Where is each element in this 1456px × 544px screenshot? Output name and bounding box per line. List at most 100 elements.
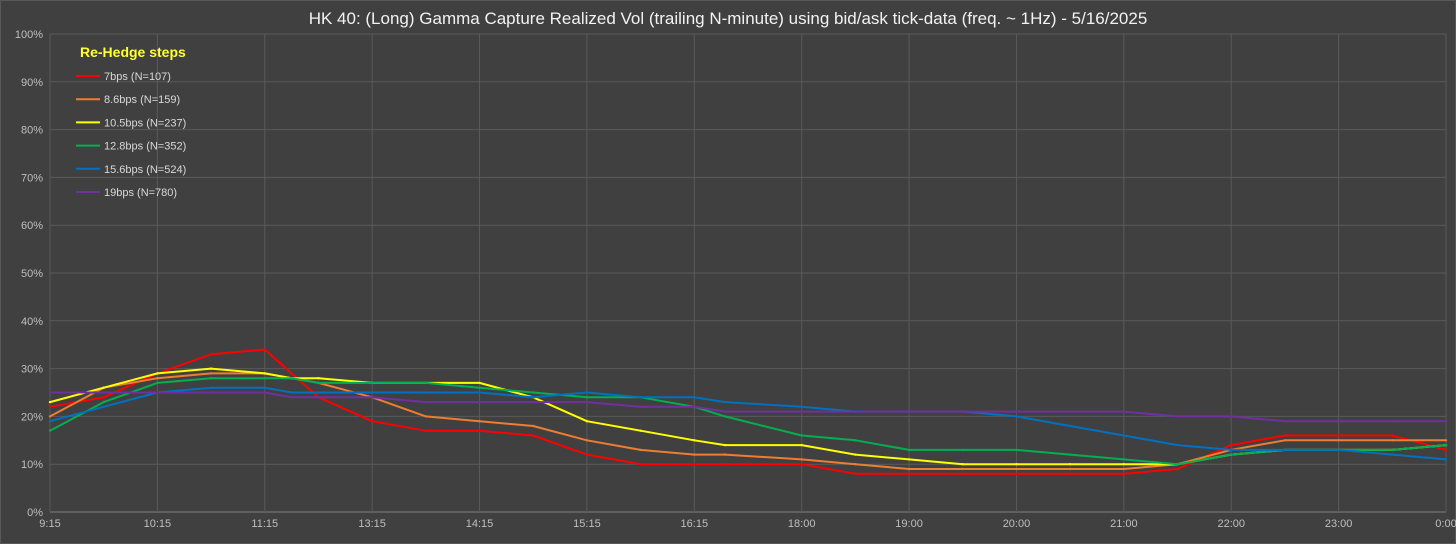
data-point <box>1337 448 1340 452</box>
data-point <box>1337 434 1340 437</box>
data-point <box>290 372 293 375</box>
data-point <box>1391 439 1394 442</box>
legend: Re-Hedge steps 7bps (N=107) 8.6bps (N=159… <box>76 44 186 199</box>
data-point <box>1176 463 1179 466</box>
data-point <box>156 391 159 394</box>
x-tick-label: 21:00 <box>1110 518 1138 530</box>
data-point <box>907 458 911 461</box>
data-point <box>1015 463 1018 466</box>
x-tick-label: 23:00 <box>1325 518 1353 530</box>
data-point <box>263 391 266 394</box>
data-point <box>532 396 535 399</box>
data-point <box>854 453 857 456</box>
data-point <box>854 463 857 466</box>
y-tick-label: 10% <box>21 459 43 471</box>
data-point <box>1122 467 1126 471</box>
legend-entry-label: 8.6bps (N=159) <box>104 94 180 106</box>
data-point <box>1230 453 1233 456</box>
data-point <box>907 448 911 452</box>
y-tick-label: 60% <box>21 220 43 232</box>
y-tick-label: 30% <box>21 364 43 376</box>
data-point <box>48 429 52 432</box>
data-point <box>800 434 803 437</box>
data-point <box>263 348 266 351</box>
data-point <box>290 396 293 399</box>
data-point <box>1176 415 1179 418</box>
data-point <box>1015 472 1018 475</box>
data-point <box>1230 443 1233 447</box>
series-line-5 <box>49 386 1447 461</box>
data-point <box>263 372 266 375</box>
data-point <box>585 396 589 399</box>
data-point <box>1444 448 1448 452</box>
data-point <box>371 381 374 385</box>
data-point <box>639 396 642 399</box>
data-point <box>1391 434 1394 437</box>
data-point <box>48 415 52 418</box>
x-tick-label: 14:15 <box>466 518 494 530</box>
x-tick-label: 20:00 <box>1003 518 1031 530</box>
y-tick-label: 90% <box>21 77 43 89</box>
data-point <box>263 377 266 380</box>
data-point <box>1015 448 1018 452</box>
series-line-6 <box>50 391 1446 423</box>
data-point <box>639 429 642 432</box>
data-point <box>639 463 642 466</box>
data-point <box>317 396 320 399</box>
data-point <box>102 391 105 394</box>
data-point <box>585 391 589 394</box>
x-tick-label: 18:00 <box>788 518 816 530</box>
data-point <box>1444 443 1448 447</box>
legend-entry-label: 15.6bps (N=524) <box>104 164 186 176</box>
data-point <box>1230 415 1233 418</box>
y-tick-label: 70% <box>21 172 43 184</box>
data-point <box>907 410 911 413</box>
data-point <box>1176 467 1179 471</box>
data-point <box>585 420 589 423</box>
data-point <box>1444 439 1448 442</box>
legend-title: Re-Hedge steps <box>80 44 186 60</box>
data-point <box>639 405 642 408</box>
data-point <box>156 377 159 380</box>
x-tick-label: 0:00 <box>1435 518 1456 530</box>
data-point <box>1283 434 1287 437</box>
data-point <box>1069 424 1072 428</box>
data-point <box>693 453 696 456</box>
y-tick-label: 20% <box>21 411 43 423</box>
data-point <box>1069 472 1072 475</box>
data-point <box>723 453 727 456</box>
data-point <box>1015 410 1018 413</box>
data-point <box>371 391 374 394</box>
data-point <box>209 372 213 375</box>
legend-entry-label: 10.5bps (N=237) <box>104 117 186 129</box>
legend-entry-label: 19bps (N=780) <box>104 187 177 199</box>
data-point <box>1230 448 1233 452</box>
data-point <box>585 439 589 442</box>
data-point <box>961 467 964 471</box>
data-point <box>1283 420 1287 423</box>
data-point <box>1391 448 1394 452</box>
data-point <box>48 391 52 394</box>
data-point <box>723 443 727 447</box>
y-tick-label: 40% <box>21 316 43 328</box>
data-point <box>1444 420 1448 423</box>
data-point <box>1069 410 1072 413</box>
grid <box>49 33 1447 513</box>
data-point <box>532 424 535 428</box>
data-point <box>424 400 427 404</box>
data-point <box>424 415 427 418</box>
y-tick-label: 0% <box>27 507 43 519</box>
data-point <box>854 439 857 442</box>
data-point <box>317 377 320 380</box>
data-point <box>854 410 857 413</box>
data-point <box>961 472 964 475</box>
data-point <box>209 377 213 380</box>
data-point <box>209 367 213 370</box>
data-point <box>156 381 159 385</box>
series-group <box>48 348 1448 475</box>
data-point <box>961 463 964 466</box>
data-point <box>532 434 535 437</box>
data-point <box>723 410 727 413</box>
data-point <box>723 400 727 404</box>
